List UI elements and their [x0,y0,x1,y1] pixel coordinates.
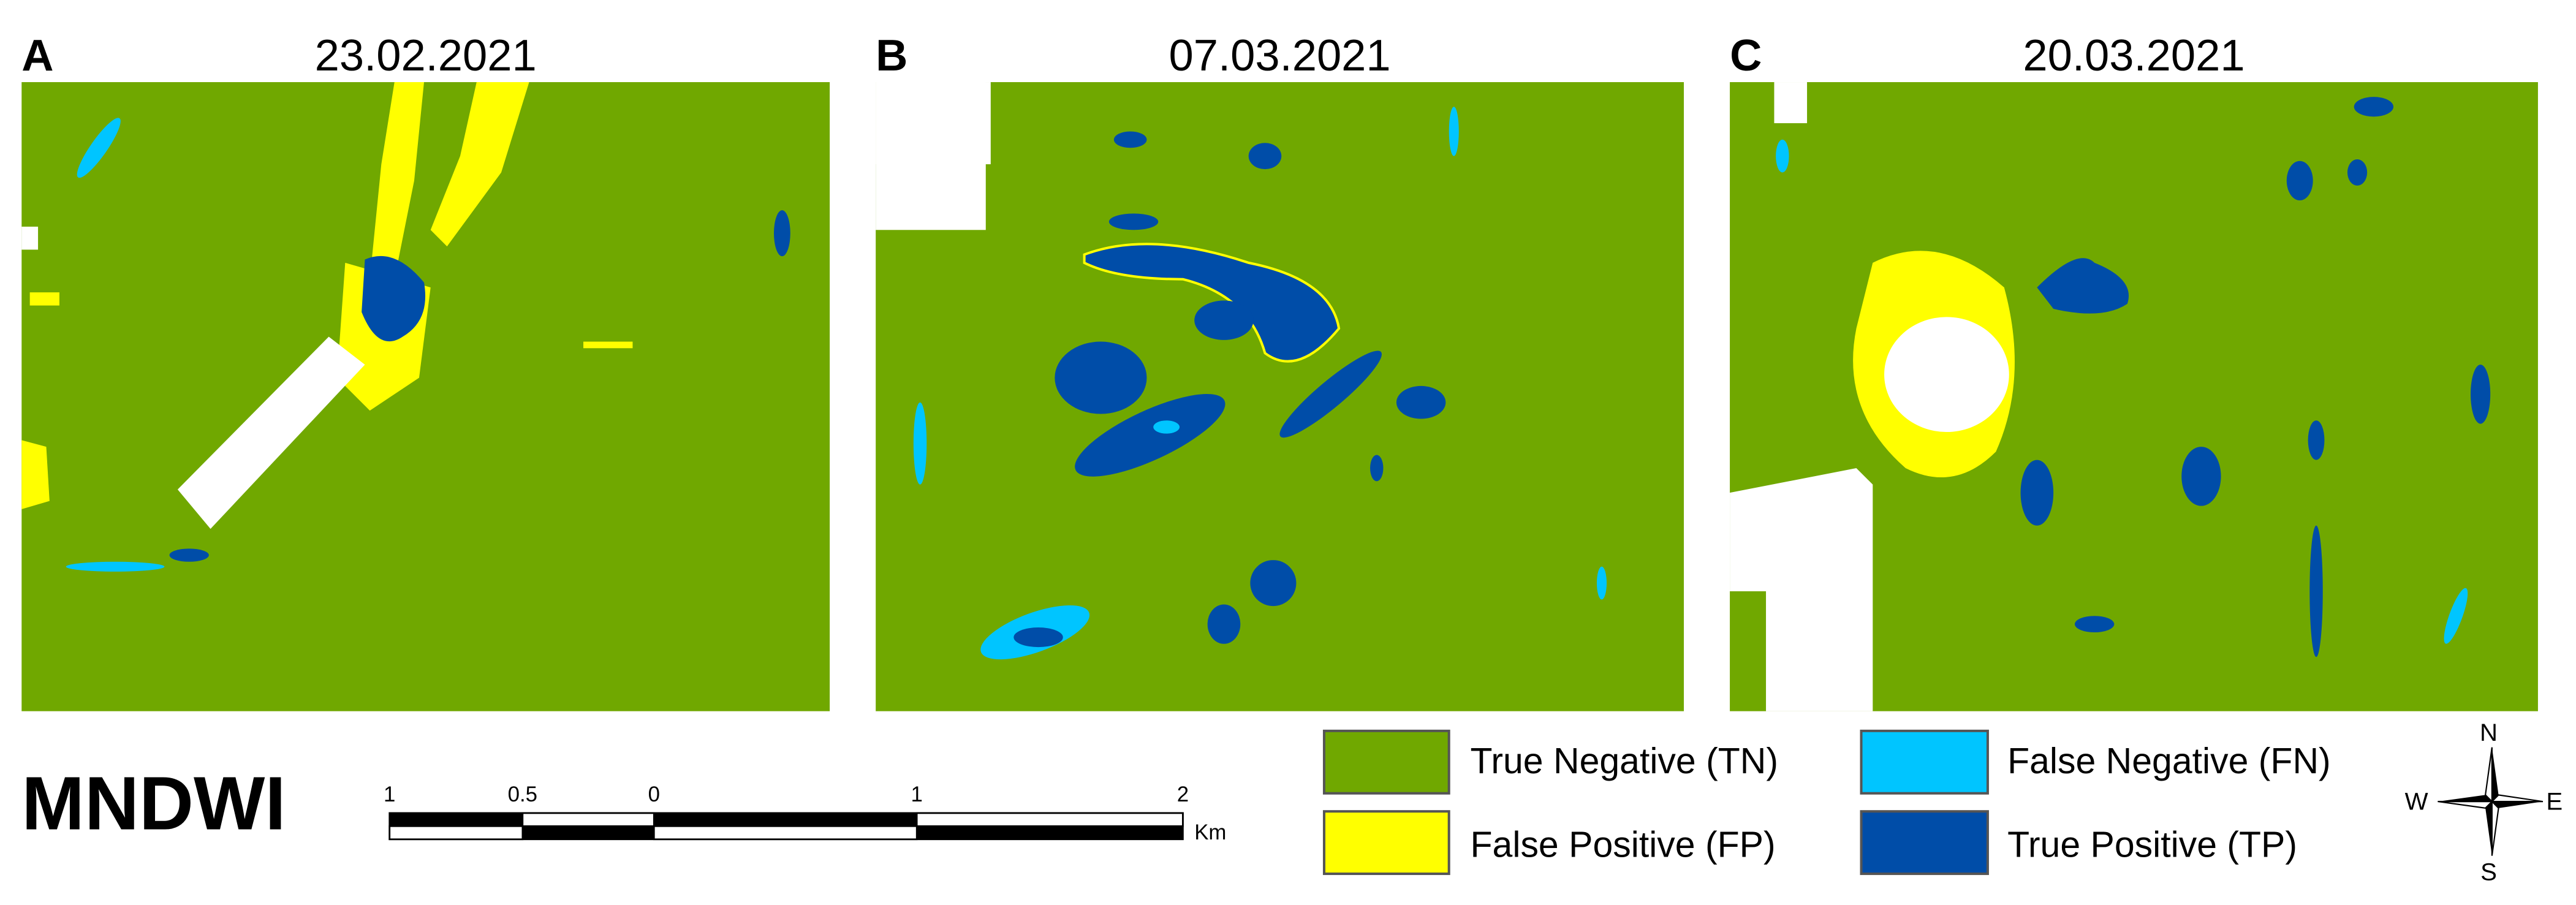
scale-tick-label: 1 [384,782,395,806]
map-panel-a [21,82,830,711]
compass-label: N [2480,719,2498,746]
map-panel-c [1730,82,2538,711]
legend-label: False Negative (FN) [2007,741,2331,781]
panel-date: 20.03.2021 [2023,31,2245,80]
panel-labels: A 23.02.2021 B 07.03.2021 C 20.03.2021 [21,31,2245,80]
legend-swatch [1322,810,1450,876]
legend-label: True Negative (TN) [1471,741,1778,781]
compass-label: W [2405,787,2428,815]
index-name: MNDWI [21,762,286,846]
scale-tick-label: 0.5 [508,782,537,806]
legend: True Negative (TN) False Negative (FN) F… [1322,729,2331,876]
compass-label: S [2480,858,2497,886]
scale-tick-label: 2 [1177,782,1189,806]
legend-swatch [1860,810,1989,876]
legend-label: False Positive (FP) [1471,825,1776,865]
scale-bar: 1 0.5 0 1 2 Km [384,782,1226,844]
legend-swatch [1322,729,1450,795]
scale-tick-label: 1 [911,782,923,806]
panel-letter: B [876,31,907,80]
legend-label: True Positive (TP) [2007,825,2297,865]
panel-letter: A [21,31,53,80]
legend-swatch [1860,729,1989,795]
panel-letter: C [1730,31,1762,80]
scale-unit: Km [1194,820,1226,844]
panel-date: 23.02.2021 [315,31,537,80]
panel-date: 07.03.2021 [1169,31,1391,80]
map-panel-b [876,82,1684,711]
compass-label: E [2546,787,2563,815]
compass: N W E S [2405,719,2563,886]
scale-tick-label: 0 [648,782,660,806]
